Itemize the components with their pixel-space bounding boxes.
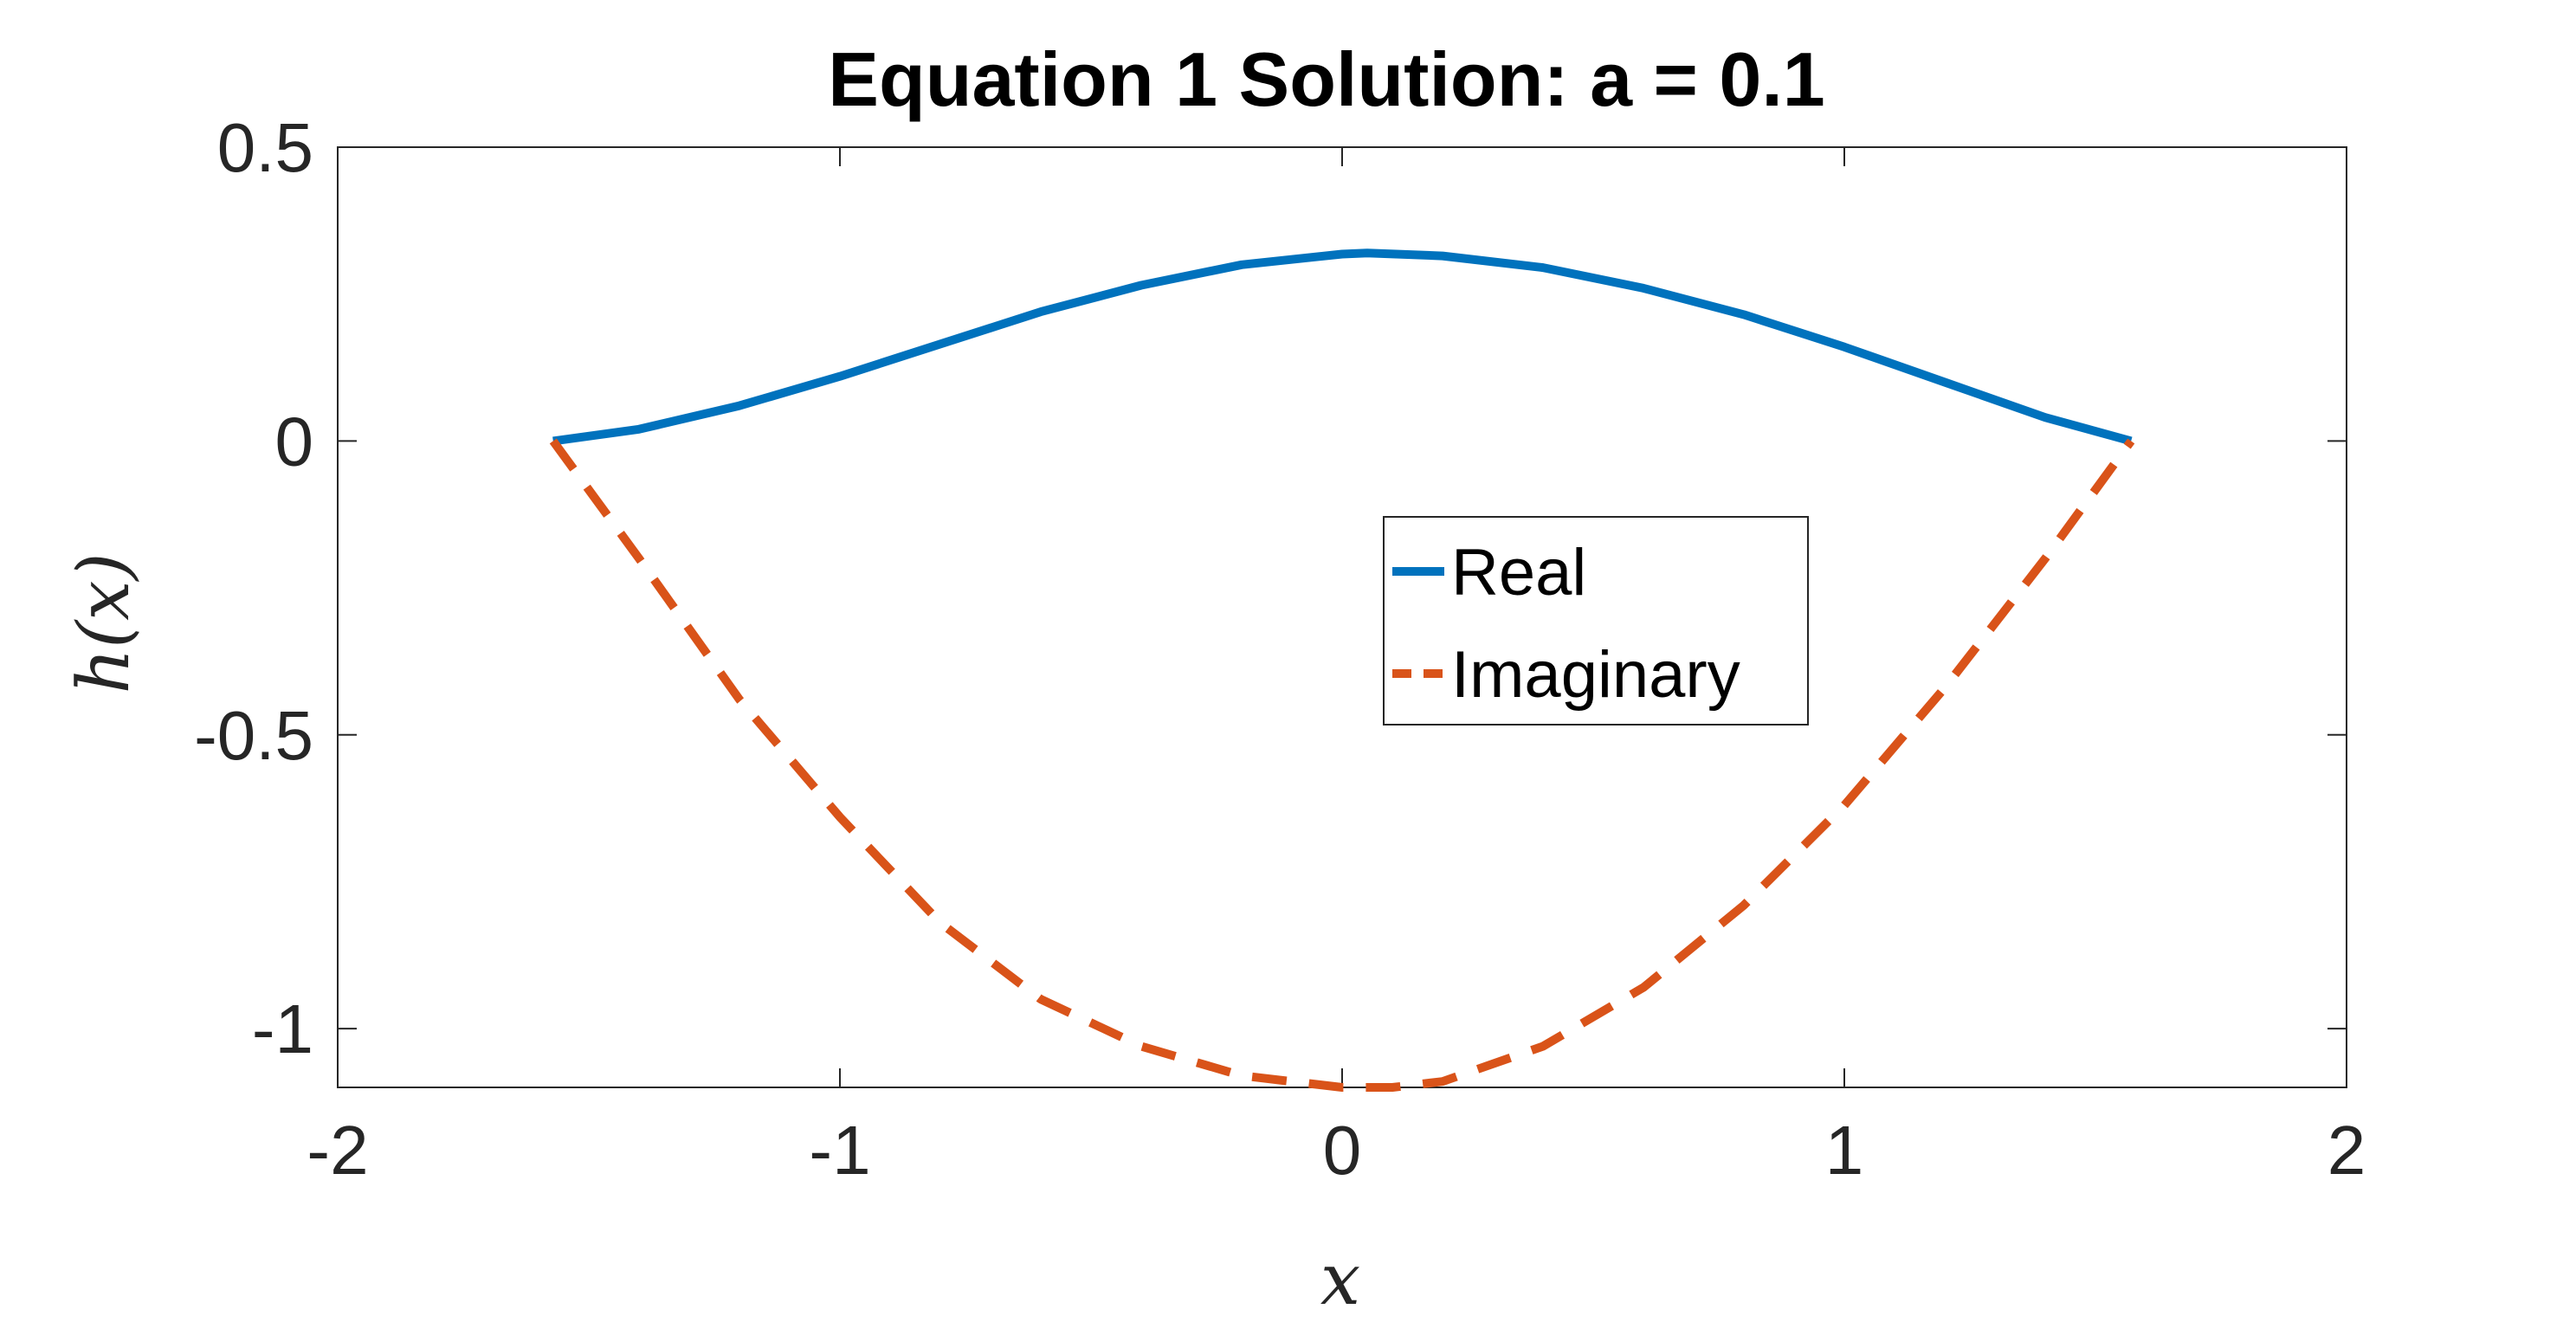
y-tick-label: -0.5	[194, 697, 313, 774]
x-tick-label: 2	[2327, 1112, 2366, 1189]
x-axis-label: x	[1320, 1239, 1360, 1321]
y-tick-label: 0.5	[217, 109, 313, 186]
x-tick-label: 0	[1323, 1112, 1362, 1189]
x-tick-label: 1	[1825, 1112, 1864, 1189]
chart-title: Equation 1 Solution: a = 0.1	[828, 36, 1824, 122]
x-tick-label: -1	[809, 1112, 870, 1189]
x-tick-label: -2	[307, 1112, 368, 1189]
y-tick-label: -1	[252, 990, 313, 1067]
y-tick-label: 0	[275, 403, 314, 480]
y-axis-label: h(x)	[63, 552, 145, 693]
legend: Real Imaginary	[1384, 517, 1808, 725]
legend-label-imaginary: Imaginary	[1451, 638, 1740, 712]
legend-label-real: Real	[1451, 536, 1586, 609]
